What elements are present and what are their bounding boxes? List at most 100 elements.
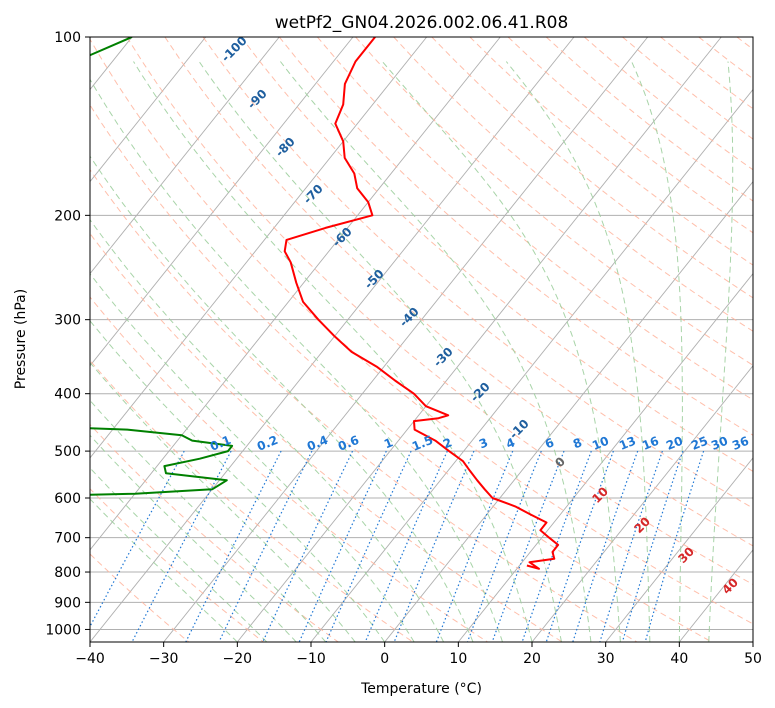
- mixing-ratio-line: [131, 450, 232, 642]
- background-lines: [0, 37, 753, 642]
- mixing-ratio-line: [218, 450, 313, 642]
- dry-adiabat-line: [698, 37, 753, 80]
- isotherm-line: [90, 37, 501, 551]
- x-tick-label: 20: [523, 651, 541, 667]
- x-tick-label: −20: [223, 651, 253, 667]
- dry-adiabat-label: -90: [245, 87, 270, 112]
- x-tick-label: −10: [296, 651, 326, 667]
- mixing-ratio-line: [364, 450, 448, 642]
- moist-adiabat-line: [708, 61, 734, 642]
- isotherm-line: [90, 37, 354, 367]
- dry-adiabat-label: -40: [397, 305, 422, 330]
- moist-adiabat-line: [90, 498, 238, 642]
- moist-adiabat-line: [198, 61, 562, 642]
- mixing-ratio-label: 13: [617, 434, 638, 453]
- mixing-ratio-line: [262, 450, 354, 642]
- isotherm-line: [310, 88, 753, 642]
- mixing-ratio-label: 10: [590, 434, 611, 453]
- mixing-ratio-line: [572, 450, 639, 642]
- isotherm-line: [752, 641, 753, 642]
- moist-adiabat-line: [90, 78, 503, 642]
- guide-lines: [90, 37, 753, 642]
- dry-adiabat-label: -80: [273, 135, 298, 160]
- moist-adiabat-label: 20: [631, 514, 653, 536]
- dry-adiabat-line: [90, 296, 488, 642]
- dry-adiabat-line: [90, 168, 638, 642]
- mixing-ratio-line: [185, 450, 282, 642]
- isotherm-line: [236, 37, 722, 642]
- dry-adiabat-line: [202, 37, 753, 509]
- moist-adiabat-line: [631, 61, 683, 642]
- mixing-ratio-label: 25: [689, 434, 710, 453]
- mixing-ratio-line: [491, 450, 565, 642]
- moist-adiabat-line: [90, 273, 415, 642]
- mixing-ratio-line: [90, 450, 185, 628]
- y-axis-label: Pressure (hPa): [13, 289, 29, 389]
- isotherm-line: [531, 365, 753, 642]
- mixing-ratio-line: [298, 450, 387, 642]
- dry-adiabat-line: [545, 37, 753, 202]
- temperature-line: [283, 37, 560, 570]
- moist-adiabat-label: 0: [552, 454, 568, 470]
- y-tick-label: 700: [54, 531, 81, 547]
- dry-adiabat-line: [90, 232, 563, 642]
- dry-adiabat-label: -30: [431, 345, 456, 370]
- moist-adiabat-line: [280, 61, 592, 642]
- dry-adiabat-line: [431, 37, 753, 299]
- moist-adiabat-line: [90, 434, 297, 642]
- y-tick-label: 900: [54, 595, 81, 611]
- isotherm-line: [0, 37, 58, 642]
- dry-adiabat-line: [507, 37, 753, 234]
- isotherm-line: [90, 37, 280, 275]
- dry-adiabat-line: [164, 37, 753, 547]
- mixing-ratio-label: 6: [543, 435, 556, 451]
- moist-adiabat-line: [90, 218, 445, 642]
- plot-frame: [89, 36, 754, 643]
- isotherm-line: [605, 457, 753, 642]
- guide-labels: -100-90-80-70-60-50-40-30-20-100.1 0.2 0.4…: [208, 34, 751, 597]
- dry-adiabat-label: -70: [301, 182, 326, 207]
- dry-adiabat-line: [90, 104, 712, 642]
- y-tick-label: 100: [54, 30, 81, 46]
- y-tick-label: 800: [54, 565, 81, 581]
- dry-adiabat-line: [90, 488, 264, 642]
- moist-adiabat-line: [505, 61, 651, 642]
- mixing-ratio-label: 16: [640, 434, 661, 453]
- dry-adiabat-label: -100: [219, 34, 250, 65]
- dry-adiabat-line: [317, 37, 753, 401]
- x-tick-label: 40: [670, 651, 688, 667]
- dry-adiabat-line: [126, 37, 753, 586]
- moist-adiabat-line: [90, 320, 386, 642]
- x-tick-label: 50: [744, 651, 762, 667]
- isotherm-line: [90, 37, 428, 459]
- mixing-ratio-line: [435, 450, 514, 642]
- axes: −40 −30 −20 −10 0 10 20 30 40 5010020030040050060…: [45, 30, 762, 667]
- isotherm-line: [457, 272, 753, 642]
- y-tick-label: 500: [54, 444, 81, 460]
- sounding-series: [90, 37, 560, 570]
- moist-adiabat-label: 30: [675, 544, 697, 566]
- mixing-ratio-label: 36: [730, 434, 751, 453]
- mixing-ratio-line: [466, 450, 542, 642]
- x-tick-label: 30: [597, 651, 615, 667]
- mixing-ratio-line: [599, 450, 663, 642]
- dry-adiabat-line: [393, 37, 753, 332]
- mixing-ratio-label: 20: [664, 434, 685, 453]
- moist-adiabat-line: [381, 61, 621, 642]
- dry-adiabat-line: [90, 38, 753, 625]
- mixing-ratio-line: [521, 450, 592, 642]
- moist-adiabat-label: 40: [719, 575, 741, 597]
- y-tick-label: 600: [54, 491, 81, 507]
- dry-adiabat-label: -20: [468, 380, 493, 405]
- moist-adiabat-line: [90, 155, 474, 642]
- dry-adiabat-line: [90, 423, 339, 642]
- dry-adiabat-line: [240, 37, 753, 472]
- x-tick-label: 10: [449, 651, 467, 667]
- isotherm-line: [90, 37, 207, 183]
- mixing-ratio-label: 30: [709, 434, 730, 453]
- mixing-ratio-label: 8: [571, 435, 584, 451]
- x-axis-label: Temperature (°C): [360, 681, 482, 697]
- x-tick-label: −30: [149, 651, 179, 667]
- mixing-ratio-line: [325, 450, 412, 642]
